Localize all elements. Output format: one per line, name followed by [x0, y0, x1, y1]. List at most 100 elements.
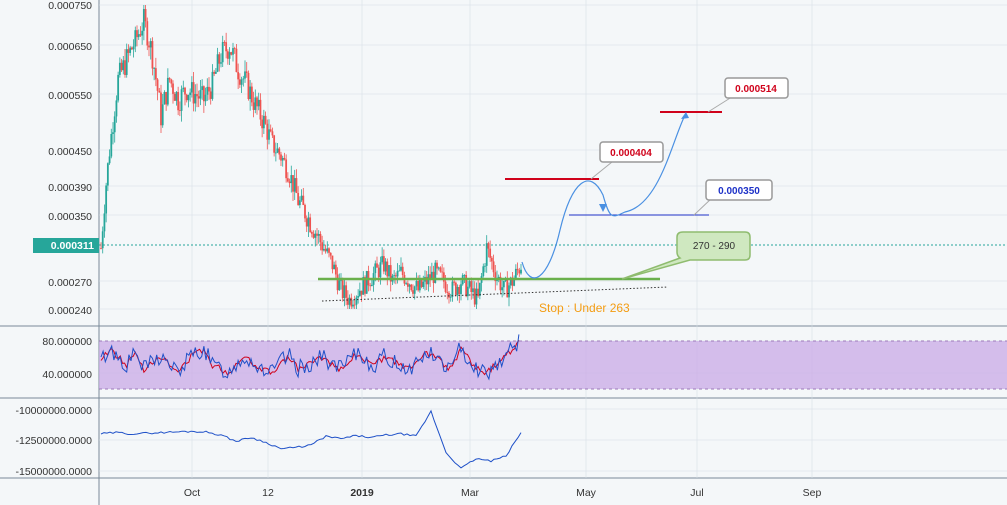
- candle-body: [432, 271, 435, 283]
- candle-body: [244, 71, 246, 79]
- candle-body: [184, 87, 186, 95]
- candle-body: [175, 91, 178, 101]
- candle-body: [218, 54, 221, 64]
- x-axis: Oct 12 2019 Mar May Jul Sep: [184, 487, 822, 499]
- price-y-tick: 0.000350: [48, 211, 92, 223]
- candle-body: [266, 123, 269, 140]
- candle-body: [509, 277, 512, 286]
- projection-arrow-mid: [599, 204, 607, 212]
- candle-body: [477, 288, 480, 296]
- price-y-tick: 0.000750: [48, 0, 92, 12]
- candle-body: [148, 45, 150, 48]
- candle-body: [250, 86, 253, 103]
- candle-body: [487, 243, 490, 249]
- candle-body: [161, 104, 164, 126]
- candle-body: [168, 77, 171, 80]
- candle-body: [317, 233, 320, 236]
- callout-box-514: [724, 77, 789, 99]
- x-tick: 12: [262, 487, 274, 499]
- candle-body: [362, 277, 365, 295]
- candle-body: [441, 271, 444, 273]
- candle-body: [475, 288, 478, 305]
- candle-body: [237, 72, 240, 80]
- candle-body: [156, 79, 159, 91]
- candle-body: [377, 267, 380, 278]
- candle-body: [384, 261, 387, 272]
- candle-body: [499, 276, 502, 291]
- candle-body: [444, 281, 447, 292]
- candle-body: [160, 92, 162, 126]
- candle-body: [412, 290, 414, 294]
- candle-body: [178, 110, 181, 112]
- candle-body: [410, 284, 413, 291]
- candle-body: [360, 290, 363, 295]
- candle-body: [247, 72, 250, 100]
- candle-body: [511, 277, 514, 286]
- candle-body: [388, 265, 390, 277]
- candle-body: [353, 304, 356, 306]
- candle-body: [283, 157, 286, 160]
- candle-body: [211, 71, 214, 99]
- x-tick: Oct: [184, 487, 200, 499]
- stop-label: Stop : Under 263: [539, 301, 630, 315]
- candle-body: [454, 282, 457, 295]
- candle-body: [329, 252, 332, 256]
- candle-body: [154, 68, 157, 80]
- candle-body: [106, 163, 109, 186]
- candle-body: [149, 41, 152, 48]
- candle-body: [172, 83, 174, 94]
- candle-body: [276, 148, 279, 153]
- candle-body: [466, 286, 469, 297]
- candle-body: [268, 129, 270, 140]
- candle-body: [437, 267, 440, 269]
- candle-body: [394, 275, 397, 277]
- candle-body: [518, 270, 521, 274]
- candle-body: [364, 277, 366, 294]
- candle-body: [216, 54, 219, 72]
- candle-body: [273, 135, 276, 153]
- candle-body: [478, 282, 481, 296]
- candle-body: [197, 96, 200, 99]
- price-y-tick: 0.000240: [48, 305, 92, 317]
- candle-body: [334, 264, 337, 275]
- candle-body: [177, 91, 180, 111]
- candle-body: [134, 30, 137, 47]
- candle-body: [439, 267, 442, 272]
- candle-body: [105, 185, 108, 214]
- candle-body: [314, 233, 317, 238]
- candle-body: [472, 288, 474, 292]
- candle-body: [336, 274, 339, 291]
- callout-label-350: 0.000350: [718, 186, 760, 197]
- candle-body: [451, 281, 454, 297]
- candle-body: [158, 90, 161, 93]
- candle-body: [274, 152, 277, 154]
- price-y-tick: 0.000270: [48, 277, 92, 289]
- candle-body: [465, 274, 468, 297]
- candle-body: [514, 268, 517, 278]
- candle-body: [232, 48, 234, 55]
- candle-body: [400, 266, 402, 271]
- candle-body: [262, 115, 265, 129]
- x-tick: 2019: [350, 487, 374, 499]
- candle-body: [124, 60, 126, 75]
- x-tick: Sep: [803, 487, 822, 499]
- candle-body: [252, 102, 255, 110]
- candle-body: [357, 296, 360, 298]
- candle-body: [192, 82, 195, 104]
- candle-body: [189, 92, 192, 96]
- price-y-tick: 0.000390: [48, 182, 92, 194]
- rsi-signal-line: [100, 340, 520, 376]
- candle-body: [307, 217, 310, 227]
- candle-body: [326, 248, 329, 252]
- current-price-label: 0.000311: [51, 240, 94, 252]
- candle-body: [319, 233, 322, 243]
- callout-box-support: [621, 231, 751, 280]
- candle-body: [381, 256, 384, 263]
- callout-label-support: 270 - 290: [693, 241, 736, 252]
- candle-body: [322, 248, 325, 251]
- candle-body: [286, 178, 289, 182]
- candle-body: [120, 62, 123, 71]
- projection-arrow-end: [681, 112, 689, 119]
- candle-body: [516, 268, 519, 271]
